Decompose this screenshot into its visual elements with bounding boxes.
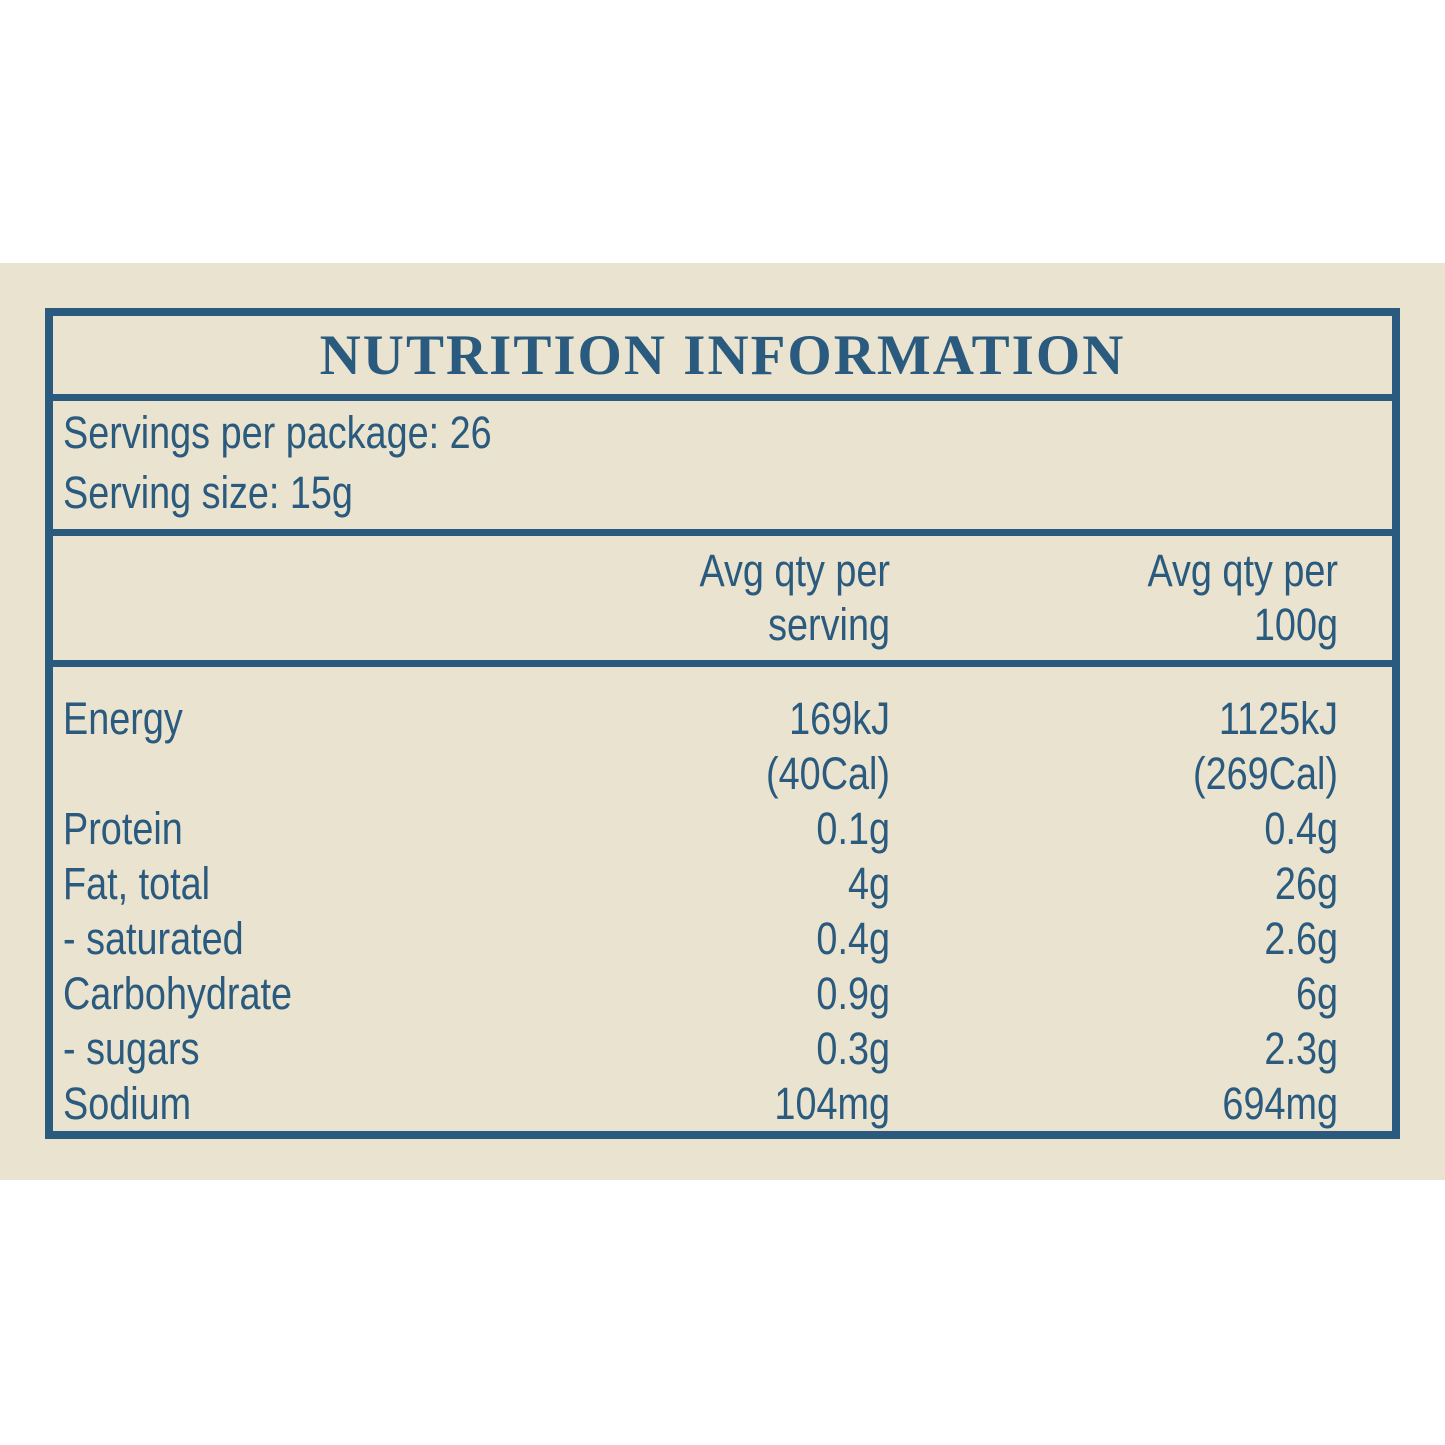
per-100g-value: 0.4g (1264, 803, 1338, 854)
nutrient-rows: Energy 169kJ (40Cal) 1125kJ (269Cal) Pro… (53, 667, 1392, 1131)
nutrient-name: - saturated (63, 913, 244, 964)
nutrient-row-sugars: - sugars 0.3g 2.3g (53, 1021, 1392, 1076)
table-title-row: NUTRITION INFORMATION (53, 316, 1392, 394)
nutrient-name: Sodium (63, 1078, 192, 1129)
rule-below-serving-info (53, 529, 1392, 536)
nutrient-name: Carbohydrate (63, 968, 293, 1019)
nutrient-name: Fat, total (63, 858, 211, 909)
per-serving-value: 169kJ (40Cal) (766, 693, 890, 799)
per-100g-value: 2.6g (1264, 913, 1338, 964)
serving-info-section: Servings per package: 26 Serving size: 1… (53, 401, 1392, 529)
per-serving-value: 104mg (774, 1078, 890, 1129)
per-serving-value: 0.4g (816, 913, 890, 964)
nutrient-name: Energy (63, 693, 183, 744)
servings-per-package: Servings per package: 26 (63, 407, 492, 458)
nutrient-row-sodium: Sodium 104mg 694mg (53, 1076, 1392, 1131)
column-header-per-100g: Avg qty per 100g (1147, 545, 1338, 650)
column-header-row: Avg qty per serving Avg qty per 100g (53, 536, 1392, 660)
per-100g-value: 1125kJ (269Cal) (1193, 693, 1338, 799)
rule-below-column-headers (53, 660, 1392, 667)
nutrition-table: NUTRITION INFORMATION Servings per packa… (45, 308, 1400, 1139)
nutrient-row-carbohydrate: Carbohydrate 0.9g 6g (53, 966, 1392, 1021)
nutrient-name: - sugars (63, 1023, 200, 1074)
serving-size: Serving size: 15g (63, 467, 353, 518)
per-serving-value: 0.9g (816, 968, 890, 1019)
nutrient-name: Protein (63, 803, 183, 854)
nutrient-row-protein: Protein 0.1g 0.4g (53, 801, 1392, 856)
nutrient-row-saturated: - saturated 0.4g 2.6g (53, 911, 1392, 966)
column-header-spacer (63, 544, 441, 660)
column-header-per-serving: Avg qty per serving (699, 545, 890, 650)
per-100g-value: 26g (1274, 858, 1338, 909)
nutrient-row-fat-total: Fat, total 4g 26g (53, 856, 1392, 911)
rule-below-title (53, 394, 1392, 401)
label-panel: NUTRITION INFORMATION Servings per packa… (0, 263, 1445, 1180)
per-serving-value: 0.1g (816, 803, 890, 854)
per-serving-value: 0.3g (816, 1023, 890, 1074)
per-100g-value: 6g (1295, 968, 1338, 1019)
nutrient-row-energy: Energy 169kJ (40Cal) 1125kJ (269Cal) (53, 691, 1392, 801)
table-title: NUTRITION INFORMATION (319, 323, 1126, 387)
per-100g-value: 694mg (1222, 1078, 1338, 1129)
per-100g-value: 2.3g (1264, 1023, 1338, 1074)
per-serving-value: 4g (847, 858, 890, 909)
